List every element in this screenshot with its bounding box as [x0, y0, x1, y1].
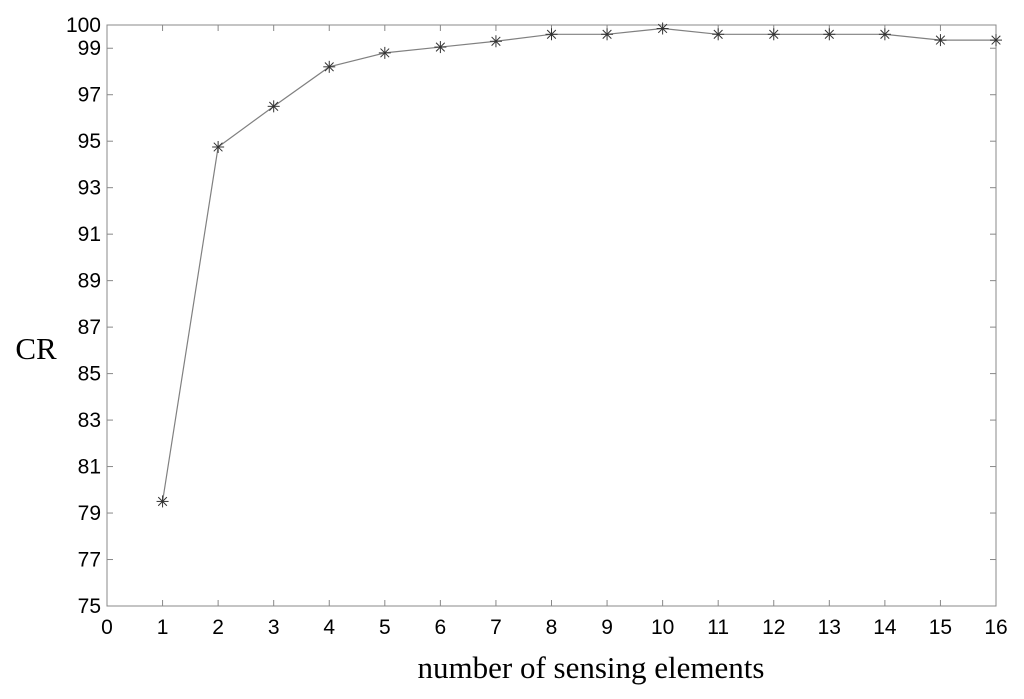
- y-tick-label: 89: [78, 270, 101, 293]
- data-point-marker: [323, 60, 336, 73]
- data-point-marker: [545, 28, 558, 41]
- data-markers: [156, 22, 1002, 508]
- data-point-marker: [934, 34, 947, 47]
- y-tick-label: 83: [78, 409, 101, 432]
- data-point-marker: [267, 100, 280, 113]
- y-tick-label: 77: [78, 549, 101, 572]
- x-tick-label: 0: [101, 616, 113, 639]
- x-tick-label: 14: [873, 616, 897, 639]
- x-tick-label: 4: [323, 616, 335, 639]
- data-point-marker: [489, 35, 502, 48]
- x-tick-label: 10: [651, 616, 674, 639]
- y-tick-label: 97: [78, 84, 101, 107]
- x-tick-label: 3: [268, 616, 280, 639]
- y-tick-label: 87: [78, 316, 101, 339]
- y-axis-title: CR: [15, 331, 57, 366]
- x-tick-label: 16: [984, 616, 1007, 639]
- y-tick-label: 85: [78, 363, 101, 386]
- y-tick-label: 81: [78, 456, 101, 479]
- x-tick-label: 5: [379, 616, 391, 639]
- x-tick-label: 9: [601, 616, 613, 639]
- x-tick-label: 1: [157, 616, 169, 639]
- y-tick-label: 93: [78, 177, 101, 200]
- x-tick-label: 12: [762, 616, 785, 639]
- series-lines: [161, 27, 996, 502]
- x-tick-label: 8: [546, 616, 558, 639]
- axis-ticks: [106, 24, 997, 607]
- data-point-marker: [823, 28, 836, 41]
- data-point-marker: [656, 22, 669, 35]
- plot-frame: [106, 24, 997, 607]
- series-line: [161, 27, 996, 502]
- x-tick-label: 15: [929, 616, 952, 639]
- y-tick-label: 91: [78, 223, 101, 246]
- x-tick-label: 13: [818, 616, 841, 639]
- x-tick-label: 11: [707, 616, 729, 639]
- data-point-marker: [712, 28, 725, 41]
- x-axis-title: number of sensing elements: [418, 650, 765, 685]
- y-tick-label: 95: [78, 130, 101, 153]
- data-point-marker: [601, 28, 614, 41]
- y-tick-label: 100: [66, 14, 101, 37]
- y-tick-label: 79: [78, 502, 101, 525]
- x-tick-labels: 0 1 2 3 4 5 6 7 8 9 10 11 12 13 14 15 16: [101, 616, 1008, 639]
- y-tick-label: 99: [78, 37, 101, 60]
- x-tick-label: 7: [490, 616, 502, 639]
- x-tick-label: 2: [212, 616, 224, 639]
- data-point-marker: [378, 46, 391, 59]
- y-tick-label: 75: [78, 595, 101, 618]
- data-point-marker: [878, 28, 891, 41]
- x-tick-label: 6: [435, 616, 447, 639]
- data-point-marker: [156, 495, 169, 508]
- data-point-marker: [990, 34, 1002, 47]
- data-point-marker: [434, 41, 447, 54]
- data-point-marker: [767, 28, 780, 41]
- data-point-marker: [212, 141, 225, 154]
